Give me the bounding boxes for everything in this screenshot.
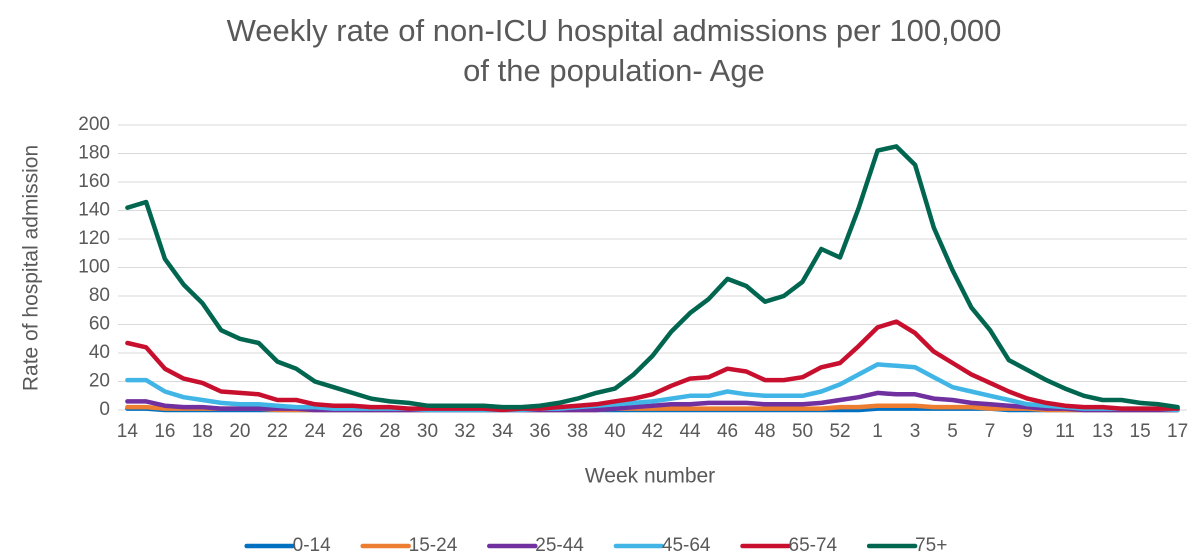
x-tick-label: 24 [304, 421, 326, 442]
y-tick-label: 200 [78, 114, 110, 135]
x-tick-label: 22 [267, 421, 288, 442]
x-tick-label: 13 [1092, 421, 1113, 442]
x-tick-label: 7 [985, 421, 996, 442]
series-line [125, 144, 1180, 410]
x-tick-label: 42 [642, 421, 663, 442]
legend-label: 15-24 [409, 535, 458, 555]
x-tick-label: 20 [229, 421, 250, 442]
legend-label: 0-14 [293, 535, 331, 555]
y-tick-label: 40 [89, 342, 110, 363]
x-axis-label: Week number [585, 465, 715, 488]
x-tick-label: 50 [792, 421, 813, 442]
y-tick-label: 20 [89, 371, 110, 392]
x-tick-label: 15 [1130, 421, 1151, 442]
x-tick-label: 46 [717, 421, 738, 442]
y-tick-label: 140 [78, 200, 110, 221]
x-tick-label: 26 [342, 421, 363, 442]
legend-label: 45-64 [662, 535, 711, 555]
x-tick-label: 40 [604, 421, 625, 442]
legend-label: 75+ [915, 535, 947, 555]
x-tick-label: 44 [679, 421, 701, 442]
y-tick-label: 180 [78, 143, 110, 164]
x-tick-label: 14 [117, 421, 139, 442]
series-line [125, 362, 1180, 413]
x-tick-label: 11 [1055, 421, 1075, 442]
x-tick-label: 1 [872, 421, 883, 442]
y-tick-label: 100 [78, 257, 110, 278]
x-tick-label: 16 [154, 421, 175, 442]
x-tick-label: 28 [379, 421, 400, 442]
x-tick-label: 30 [417, 421, 438, 442]
x-tick-label: 34 [492, 421, 514, 442]
x-tick-label: 52 [829, 421, 850, 442]
legend-label: 25-44 [535, 535, 584, 555]
y-tick-label: 120 [78, 228, 110, 249]
y-axis-label: Rate of hospital admission [20, 145, 43, 391]
y-tick-label: 160 [78, 171, 110, 192]
y-tick-label: 60 [89, 314, 110, 335]
x-tick-label: 17 [1167, 421, 1188, 442]
y-tick-label: 80 [89, 285, 110, 306]
x-tick-label: 48 [754, 421, 775, 442]
legend-label: 65-74 [789, 535, 838, 555]
x-tick-label: 32 [454, 421, 475, 442]
series-line [125, 319, 1180, 413]
y-tick-label: 0 [99, 399, 110, 420]
x-tick-label: 36 [529, 421, 550, 442]
x-tick-label: 5 [947, 421, 958, 442]
x-tick-label: 18 [192, 421, 213, 442]
x-tick-label: 3 [910, 421, 921, 442]
chart-title: of the population- Age [463, 53, 765, 88]
x-tick-label: 9 [1022, 421, 1033, 442]
x-tick-label: 38 [567, 421, 588, 442]
chart-title: Weekly rate of non-ICU hospital admissio… [227, 13, 1002, 48]
